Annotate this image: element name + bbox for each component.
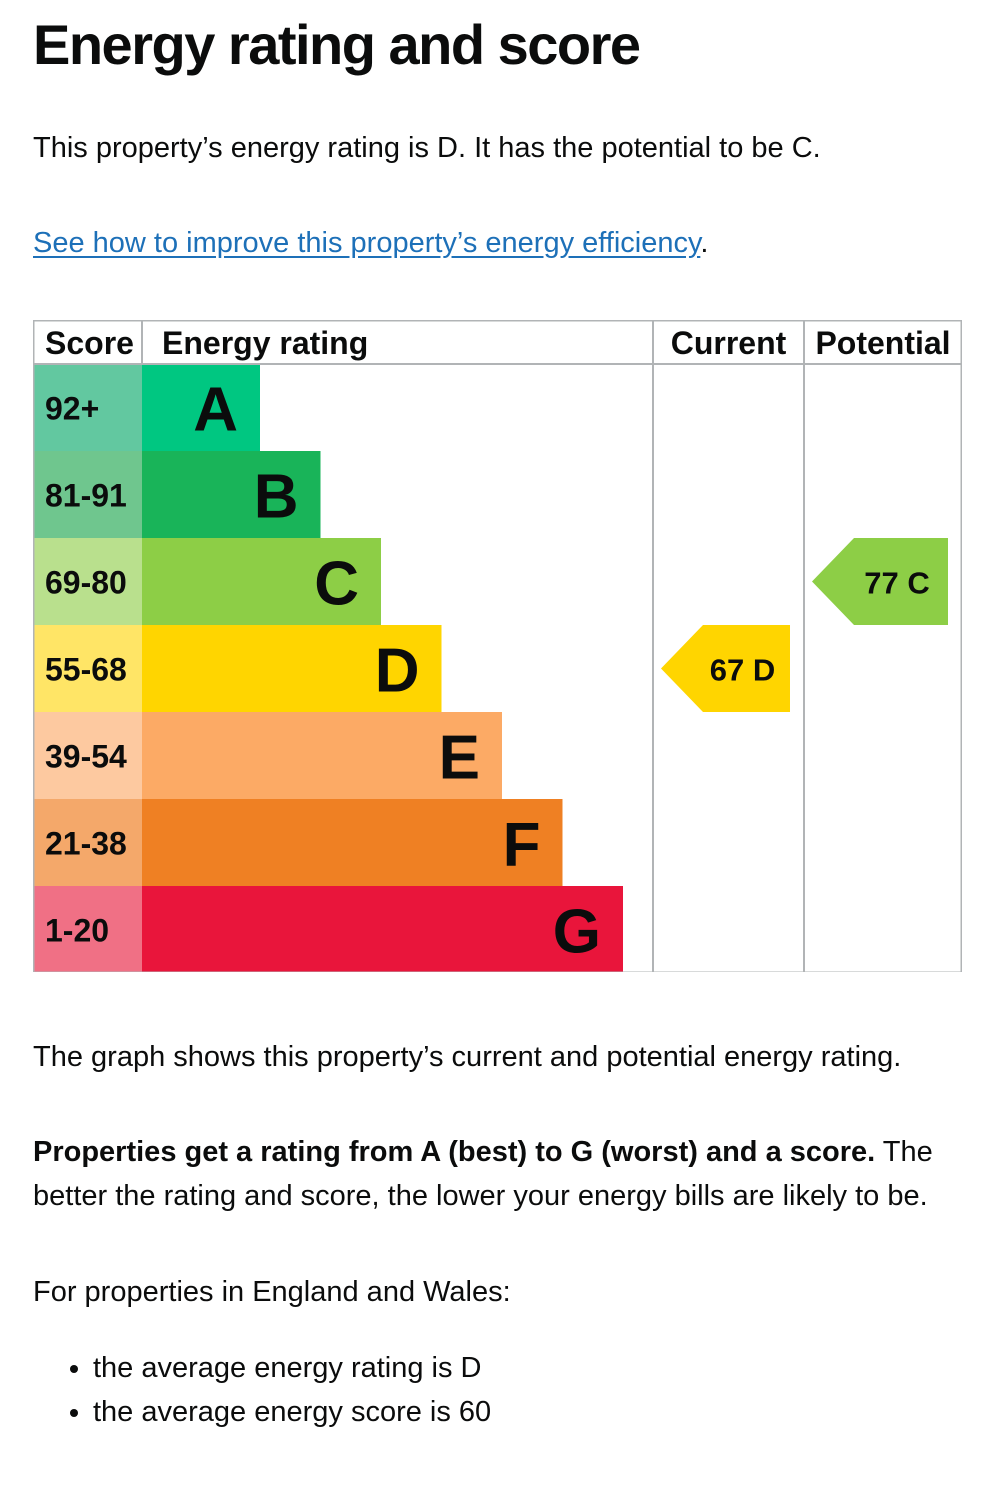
- improve-efficiency-link[interactable]: See how to improve this property’s energ…: [33, 227, 701, 259]
- score-range-label: 1-20: [45, 913, 109, 949]
- average-rating-item: the average energy rating is D: [93, 1347, 491, 1391]
- rating-bar: [142, 712, 502, 799]
- potential-rating-label: 77 C: [864, 566, 929, 601]
- header-potential: Potential: [815, 325, 950, 361]
- rating-bar-letter: G: [553, 898, 601, 967]
- rating-bar-letter: A: [193, 376, 238, 445]
- graph-caption: The graph shows this property’s current …: [33, 1041, 902, 1073]
- rating-bar: [142, 886, 623, 972]
- rating-bar-letter: E: [439, 724, 480, 793]
- header-energy-rating: Energy rating: [162, 325, 368, 361]
- energy-rating-chart: Score Energy rating Current Potential 92+ A 81…: [33, 320, 962, 972]
- score-range-label: 81-91: [45, 478, 127, 514]
- potential-arrow: [812, 538, 948, 625]
- page-title: Energy rating and score: [33, 13, 641, 76]
- rating-bar: [142, 625, 442, 712]
- rating-explainer-rest: The better the rating and score, the low…: [33, 1136, 933, 1212]
- rating-bar-letter: B: [254, 463, 299, 532]
- rating-explainer-bold: Properties get a rating from A (best) to…: [33, 1136, 876, 1168]
- score-range-label: 92+: [45, 391, 99, 427]
- header-current: Current: [671, 325, 787, 361]
- score-cell: [33, 886, 142, 972]
- header-score: Score: [45, 325, 134, 361]
- rating-summary: This property’s energy rating is D. It h…: [33, 132, 821, 164]
- score-cell: [33, 451, 142, 538]
- score-range-label: 39-54: [45, 739, 127, 775]
- rating-bar: [142, 538, 381, 625]
- score-range-label: 21-38: [45, 826, 127, 862]
- score-cell: [33, 799, 142, 886]
- score-range-label: 55-68: [45, 652, 127, 688]
- current-rating-label: 67 D: [710, 653, 775, 688]
- averages-list: the average energy rating is D the avera…: [33, 1347, 491, 1434]
- rating-bar: [142, 799, 563, 886]
- score-cell: [33, 538, 142, 625]
- score-cell: [33, 364, 142, 451]
- chart-border: [33, 320, 962, 972]
- rating-bar-letter: C: [314, 550, 359, 619]
- rating-bar: [142, 364, 260, 451]
- rating-explainer: Properties get a rating from A (best) to…: [33, 1131, 963, 1218]
- improve-link-line: See how to improve this property’s energ…: [33, 225, 708, 263]
- link-suffix: .: [700, 227, 709, 259]
- score-cell: [33, 712, 142, 799]
- energy-rating-graph: Score Energy rating Current Potential 92+ A 81…: [33, 320, 962, 972]
- region-intro: For properties in England and Wales:: [33, 1276, 511, 1308]
- average-score-item: the average energy score is 60: [93, 1391, 491, 1435]
- rating-bar-letter: D: [375, 637, 420, 706]
- score-cell: [33, 625, 142, 712]
- rating-bar: [142, 451, 321, 538]
- current-arrow: [661, 625, 790, 712]
- rating-bar-letter: F: [503, 811, 541, 880]
- score-range-label: 69-80: [45, 565, 127, 601]
